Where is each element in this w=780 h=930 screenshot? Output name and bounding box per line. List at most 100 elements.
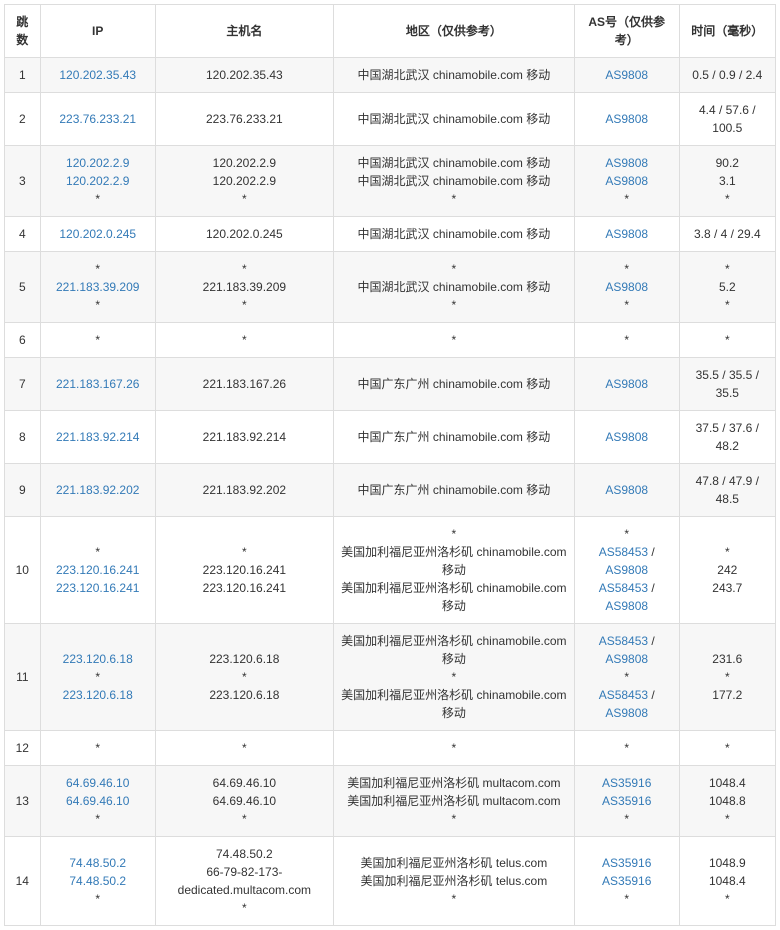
ip-link[interactable]: 74.48.50.2: [47, 854, 149, 872]
cell-hop: 10: [5, 517, 41, 624]
text-value: 1048.9: [686, 854, 769, 872]
cell-region: 美国加利福尼亚州洛杉矶 telus.com美国加利福尼亚州洛杉矶 telus.c…: [333, 837, 574, 926]
ip-link[interactable]: 221.183.39.209: [47, 278, 149, 296]
as-link[interactable]: AS9808: [605, 227, 648, 241]
ip-link[interactable]: 223.76.233.21: [47, 110, 149, 128]
as-link[interactable]: AS9808: [605, 156, 648, 170]
cell-hop: 6: [5, 323, 41, 358]
as-line: AS58453 / AS9808: [581, 632, 673, 668]
as-link[interactable]: AS9808: [605, 112, 648, 126]
text-value: *: [624, 333, 629, 347]
cell-hop: 1: [5, 58, 41, 93]
table-row: 12*****: [5, 731, 776, 766]
as-link[interactable]: AS9808: [605, 280, 648, 294]
as-link[interactable]: AS9808: [605, 174, 648, 188]
as-link[interactable]: AS9808: [605, 706, 648, 720]
ip-link[interactable]: 120.202.2.9: [47, 154, 149, 172]
cell-as: AS58453 / AS9808*AS58453 / AS9808: [574, 624, 679, 731]
cell-host: 221.183.92.214: [155, 411, 333, 464]
table-row: 3120.202.2.9120.202.2.9*120.202.2.9120.2…: [5, 146, 776, 217]
as-link[interactable]: AS9808: [605, 563, 648, 577]
cell-ip: 221.183.167.26: [40, 358, 155, 411]
cell-time: 3.8 / 4 / 29.4: [679, 217, 775, 252]
as-link[interactable]: AS35916: [602, 794, 651, 808]
cell-host: 120.202.2.9120.202.2.9*: [155, 146, 333, 217]
cell-region: 美国加利福尼亚州洛杉矶 chinamobile.com 移动*美国加利福尼亚州洛…: [333, 624, 574, 731]
text-value: *: [686, 810, 769, 828]
cell-as: AS35916 AS35916 *: [574, 766, 679, 837]
ip-link[interactable]: 221.183.167.26: [47, 375, 149, 393]
text-value: 美国加利福尼亚州洛杉矶 chinamobile.com 移动: [340, 686, 568, 722]
text-value: 1048.4: [686, 872, 769, 890]
cell-host: 120.202.35.43: [155, 58, 333, 93]
as-link[interactable]: AS9808: [605, 377, 648, 391]
as-link[interactable]: AS35916: [602, 856, 651, 870]
ip-link[interactable]: 64.69.46.10: [47, 792, 149, 810]
table-row: 2223.76.233.21223.76.233.21中国湖北武汉 chinam…: [5, 93, 776, 146]
as-link[interactable]: AS35916: [602, 776, 651, 790]
as-line: *: [581, 190, 673, 208]
ip-link[interactable]: 223.120.16.241: [47, 579, 149, 597]
table-row: 10*223.120.16.241223.120.16.241*223.120.…: [5, 517, 776, 624]
as-line: *: [581, 260, 673, 278]
cell-ip: 120.202.2.9120.202.2.9*: [40, 146, 155, 217]
as-link[interactable]: AS58453: [599, 545, 648, 559]
cell-region: 中国广东广州 chinamobile.com 移动: [333, 358, 574, 411]
ip-link[interactable]: 120.202.2.9: [47, 172, 149, 190]
as-line: AS58453 / AS9808: [581, 543, 673, 579]
text-value: *: [162, 296, 327, 314]
ip-link[interactable]: 120.202.0.245: [47, 225, 149, 243]
cell-hop: 4: [5, 217, 41, 252]
text-value: *: [624, 527, 629, 541]
ip-link[interactable]: 221.183.92.214: [47, 428, 149, 446]
cell-ip: *223.120.16.241223.120.16.241: [40, 517, 155, 624]
text-value: 90.2: [686, 154, 769, 172]
ip-link[interactable]: 223.120.6.18: [47, 650, 149, 668]
text-value: *: [47, 668, 149, 686]
text-value: 4.4 / 57.6 / 100.5: [686, 101, 769, 137]
ip-link[interactable]: 223.120.6.18: [47, 686, 149, 704]
text-value: *: [340, 525, 568, 543]
ip-link[interactable]: 64.69.46.10: [47, 774, 149, 792]
col-header-ip: IP: [40, 5, 155, 58]
text-value: 243.7: [686, 579, 769, 597]
text-value: *: [47, 890, 149, 908]
cell-host: 74.48.50.266-79-82-173-dedicated.multaco…: [155, 837, 333, 926]
cell-hop: 5: [5, 252, 41, 323]
col-header-hop: 跳数: [5, 5, 41, 58]
ip-link[interactable]: 223.120.16.241: [47, 561, 149, 579]
table-row: 6*****: [5, 323, 776, 358]
text-value: 37.5 / 37.6 / 48.2: [686, 419, 769, 455]
as-link[interactable]: AS9808: [605, 652, 648, 666]
text-value: *: [686, 668, 769, 686]
text-value: *: [686, 260, 769, 278]
cell-time: 47.8 / 47.9 / 48.5: [679, 464, 775, 517]
text-value: *: [162, 899, 327, 917]
text-value: *: [47, 543, 149, 561]
as-link[interactable]: AS9808: [605, 68, 648, 82]
as-line: AS9808: [581, 154, 673, 172]
cell-host: *221.183.39.209*: [155, 252, 333, 323]
as-link[interactable]: AS58453: [599, 688, 648, 702]
as-link[interactable]: AS9808: [605, 483, 648, 497]
ip-link[interactable]: 120.202.35.43: [47, 66, 149, 84]
cell-host: 64.69.46.1064.69.46.10*: [155, 766, 333, 837]
as-link[interactable]: AS58453: [599, 581, 648, 595]
as-link[interactable]: AS58453: [599, 634, 648, 648]
ip-link[interactable]: 74.48.50.2: [47, 872, 149, 890]
text-value: 美国加利福尼亚州洛杉矶 chinamobile.com 移动: [340, 579, 568, 615]
text-value: 47.8 / 47.9 / 48.5: [686, 472, 769, 508]
as-link[interactable]: AS35916: [602, 874, 651, 888]
cell-as: *AS9808*: [574, 252, 679, 323]
table-row: 11223.120.6.18*223.120.6.18223.120.6.18*…: [5, 624, 776, 731]
as-line: *: [581, 890, 673, 908]
text-value: 中国广东广州 chinamobile.com 移动: [340, 481, 568, 499]
cell-hop: 3: [5, 146, 41, 217]
as-link[interactable]: AS9808: [605, 430, 648, 444]
text-value: *: [162, 260, 327, 278]
ip-link[interactable]: 221.183.92.202: [47, 481, 149, 499]
as-line: *: [581, 810, 673, 828]
cell-region: 中国湖北武汉 chinamobile.com 移动中国湖北武汉 chinamob…: [333, 146, 574, 217]
col-header-as: AS号（仅供参考）: [574, 5, 679, 58]
as-link[interactable]: AS9808: [605, 599, 648, 613]
